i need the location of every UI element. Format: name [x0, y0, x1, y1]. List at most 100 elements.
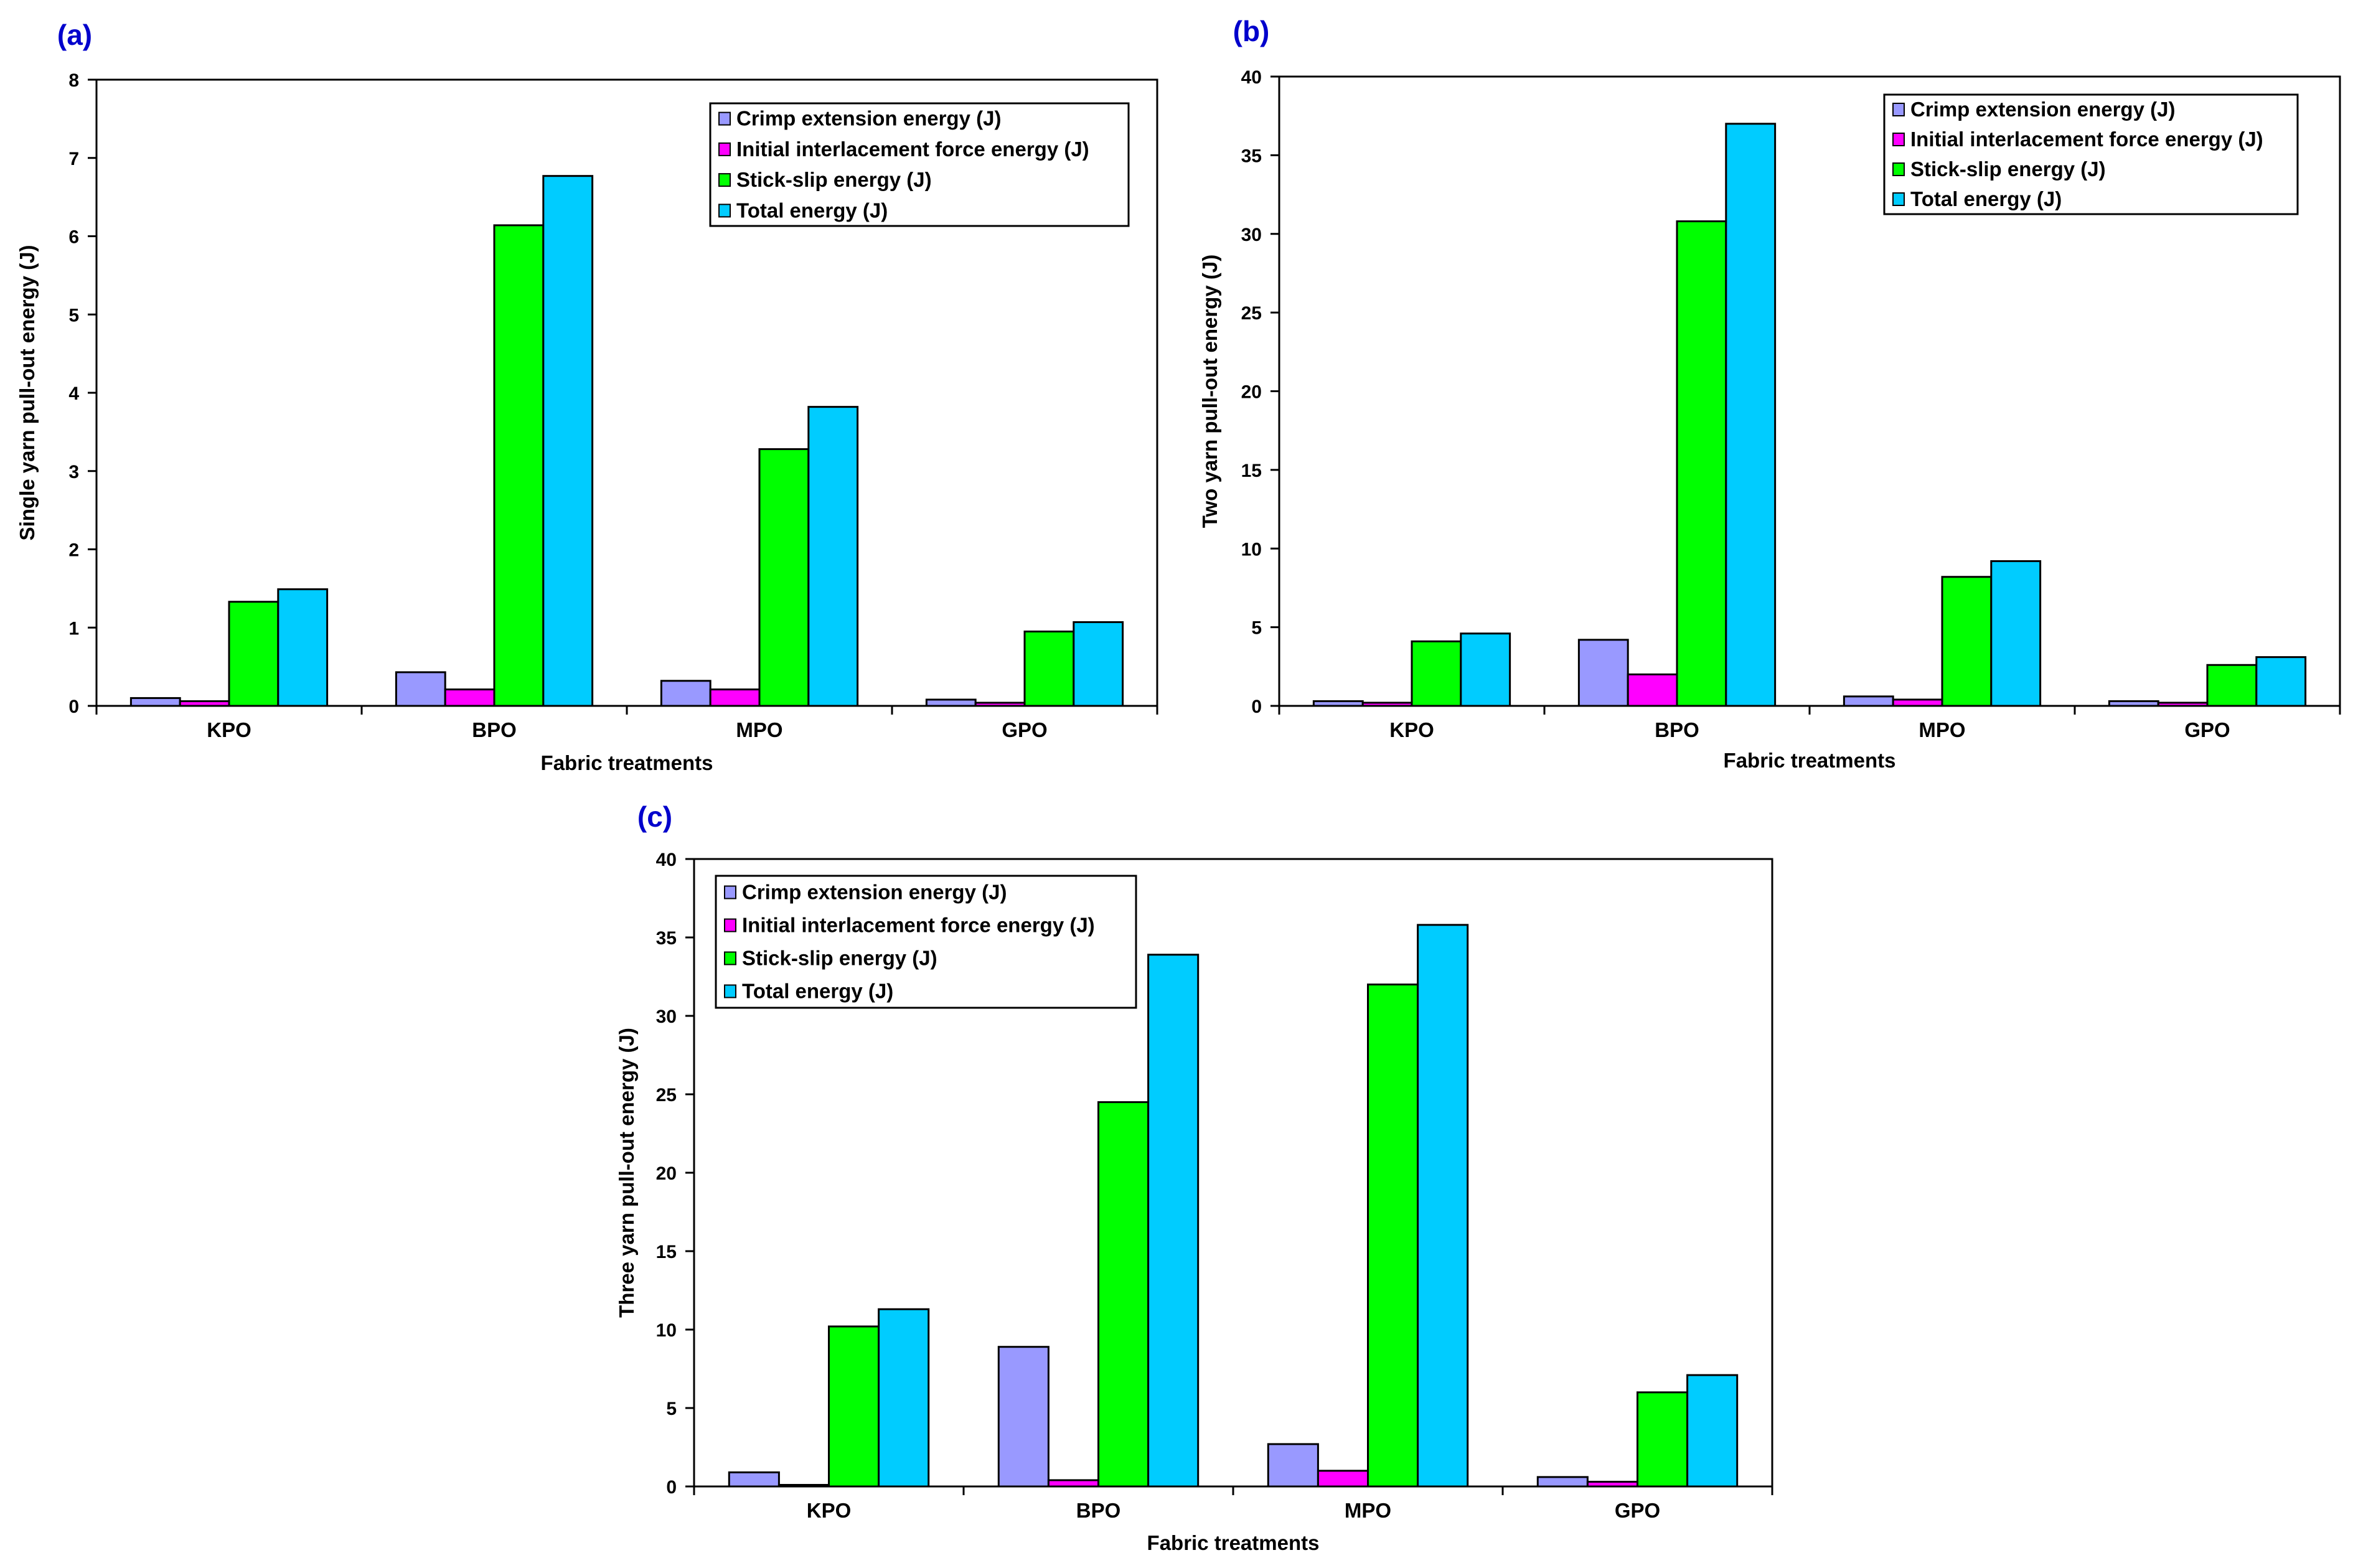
- y-tick-label: 30: [1241, 225, 1262, 245]
- x-tick-label: MPO: [736, 718, 782, 741]
- y-tick-label: 5: [1251, 618, 1262, 639]
- bar-kpo-series-3: [228, 601, 279, 707]
- y-tick-label: 40: [1241, 67, 1262, 88]
- bar-mpo-series-2: [1317, 1470, 1369, 1488]
- y-tick-label: 15: [1241, 461, 1262, 481]
- bar-gpo-series-1: [1536, 1476, 1589, 1488]
- legend-entry: Total energy (J): [1910, 187, 2062, 210]
- x-axis-title: Fabric treatments: [1147, 1531, 1320, 1554]
- panel-label: (b): [1233, 15, 1270, 47]
- legend-swatch: [718, 111, 731, 126]
- y-tick-label: 0: [666, 1477, 677, 1498]
- bar-gpo-series-2: [974, 702, 1026, 707]
- y-tick-label: 35: [1241, 146, 1262, 166]
- bar-bpo-series-1: [395, 671, 446, 707]
- bar-mpo-series-2: [709, 688, 761, 707]
- legend-entry: Total energy (J): [742, 980, 893, 1003]
- legend-box: [715, 875, 1137, 1009]
- x-tick-label: GPO: [1615, 1499, 1660, 1522]
- y-tick-label: 15: [656, 1242, 677, 1262]
- bar-mpo-series-4: [1990, 560, 2042, 707]
- y-tick-label: 10: [656, 1320, 677, 1341]
- legend-box: [1883, 93, 2299, 215]
- bar-bpo-series-1: [1577, 639, 1629, 707]
- bar-kpo-series-3: [1411, 640, 1462, 707]
- x-axis-title: Fabric treatments: [541, 751, 713, 774]
- bar-bpo-series-4: [1147, 954, 1200, 1488]
- legend-swatch: [718, 204, 731, 218]
- bar-gpo-series-2: [2157, 702, 2209, 707]
- y-axis-title: Single yarn pull-out energy (J): [16, 245, 39, 541]
- bar-bpo-series-3: [1097, 1101, 1150, 1488]
- bar-bpo-series-3: [493, 224, 545, 707]
- bar-kpo-series-2: [777, 1483, 830, 1488]
- legend-entry: Initial interlacement force energy (J): [742, 914, 1095, 937]
- panel-label: (c): [637, 800, 672, 833]
- x-tick-label: MPO: [1919, 718, 1965, 741]
- bar-gpo-series-3: [2206, 664, 2258, 707]
- bar-gpo-series-3: [1637, 1391, 1689, 1488]
- y-tick-label: 4: [68, 383, 79, 404]
- legend-swatch: [718, 142, 731, 156]
- legend-swatch: [724, 984, 736, 998]
- legend-entry: Stick-slip energy (J): [742, 947, 937, 970]
- x-tick-label: KPO: [807, 1499, 852, 1522]
- bar-kpo-series-2: [179, 700, 230, 707]
- legend-entry: Stick-slip energy (J): [736, 168, 932, 191]
- bar-mpo-series-4: [1417, 924, 1469, 1488]
- y-tick-label: 20: [656, 1163, 677, 1184]
- y-tick-label: 40: [656, 850, 677, 870]
- legend-entry: Crimp extension energy (J): [736, 107, 1001, 130]
- legend-swatch: [1892, 192, 1905, 206]
- bar-bpo-series-3: [1676, 220, 1727, 707]
- legend-swatch: [1892, 103, 1905, 116]
- y-tick-label: 25: [656, 1085, 677, 1106]
- bar-bpo-series-4: [1725, 123, 1777, 707]
- y-axis-title: Three yarn pull-out energy (J): [615, 1028, 638, 1318]
- bar-mpo-series-3: [1367, 984, 1419, 1488]
- y-tick-label: 30: [656, 1007, 677, 1027]
- y-tick-label: 0: [1251, 697, 1262, 717]
- chart-panel-a: (a) 0 1 2 3 4 5 6 7 8 KPO BPO MPO GPO Fabric treatment…: [16, 19, 1158, 774]
- legend-swatch: [718, 173, 731, 187]
- legend-swatch: [724, 918, 736, 932]
- y-tick-label: 8: [68, 70, 79, 91]
- x-tick-label: KPO: [207, 718, 251, 741]
- bar-gpo-series-2: [1586, 1480, 1639, 1488]
- chart-panel-c: (c) 0 5 10 15 20 25 30 35 40 KPO BPO MPO GPO Fabric tr…: [615, 800, 1773, 1554]
- y-tick-label: 7: [68, 149, 79, 169]
- y-tick-label: 5: [68, 305, 79, 326]
- bar-bpo-series-4: [542, 175, 594, 707]
- y-tick-label: 0: [68, 697, 79, 717]
- chart-panel-b: (b) 0 5 10 15 20 25 30 35 40 KPO BPO MPO GPO Fabric tr…: [1198, 15, 2341, 772]
- bar-bpo-series-2: [444, 688, 495, 707]
- y-tick-label: 1: [68, 618, 79, 639]
- legend-box: [709, 102, 1130, 227]
- y-tick-label: 2: [68, 540, 79, 561]
- panel-label: (a): [57, 19, 92, 51]
- y-tick-label: 20: [1241, 382, 1262, 403]
- x-tick-label: GPO: [2184, 718, 2230, 741]
- x-tick-label: BPO: [1655, 718, 1699, 741]
- bar-mpo-series-4: [807, 406, 859, 707]
- x-tick-label: BPO: [472, 718, 517, 741]
- bar-mpo-series-2: [1892, 698, 1943, 707]
- bar-kpo-series-4: [1460, 632, 1511, 707]
- y-tick-label: 6: [68, 227, 79, 248]
- y-axis-title: Two yarn pull-out energy (J): [1198, 255, 1221, 528]
- legend-entry: Crimp extension energy (J): [742, 881, 1007, 904]
- bar-kpo-series-1: [1312, 700, 1364, 707]
- legend-swatch: [1892, 162, 1905, 176]
- bar-mpo-series-1: [660, 680, 712, 707]
- legend-entry: Stick-slip energy (J): [1910, 157, 2106, 181]
- bar-gpo-series-1: [925, 698, 977, 707]
- bar-kpo-series-4: [878, 1308, 930, 1488]
- bar-bpo-series-1: [997, 1346, 1050, 1488]
- bar-mpo-series-1: [1843, 695, 1894, 707]
- bar-gpo-series-4: [1686, 1374, 1739, 1488]
- bar-mpo-series-1: [1267, 1443, 1319, 1488]
- x-tick-label: BPO: [1076, 1499, 1121, 1522]
- legend: Crimp extension energy (J) Initial interl…: [1883, 93, 2299, 215]
- y-tick-label: 35: [656, 928, 677, 949]
